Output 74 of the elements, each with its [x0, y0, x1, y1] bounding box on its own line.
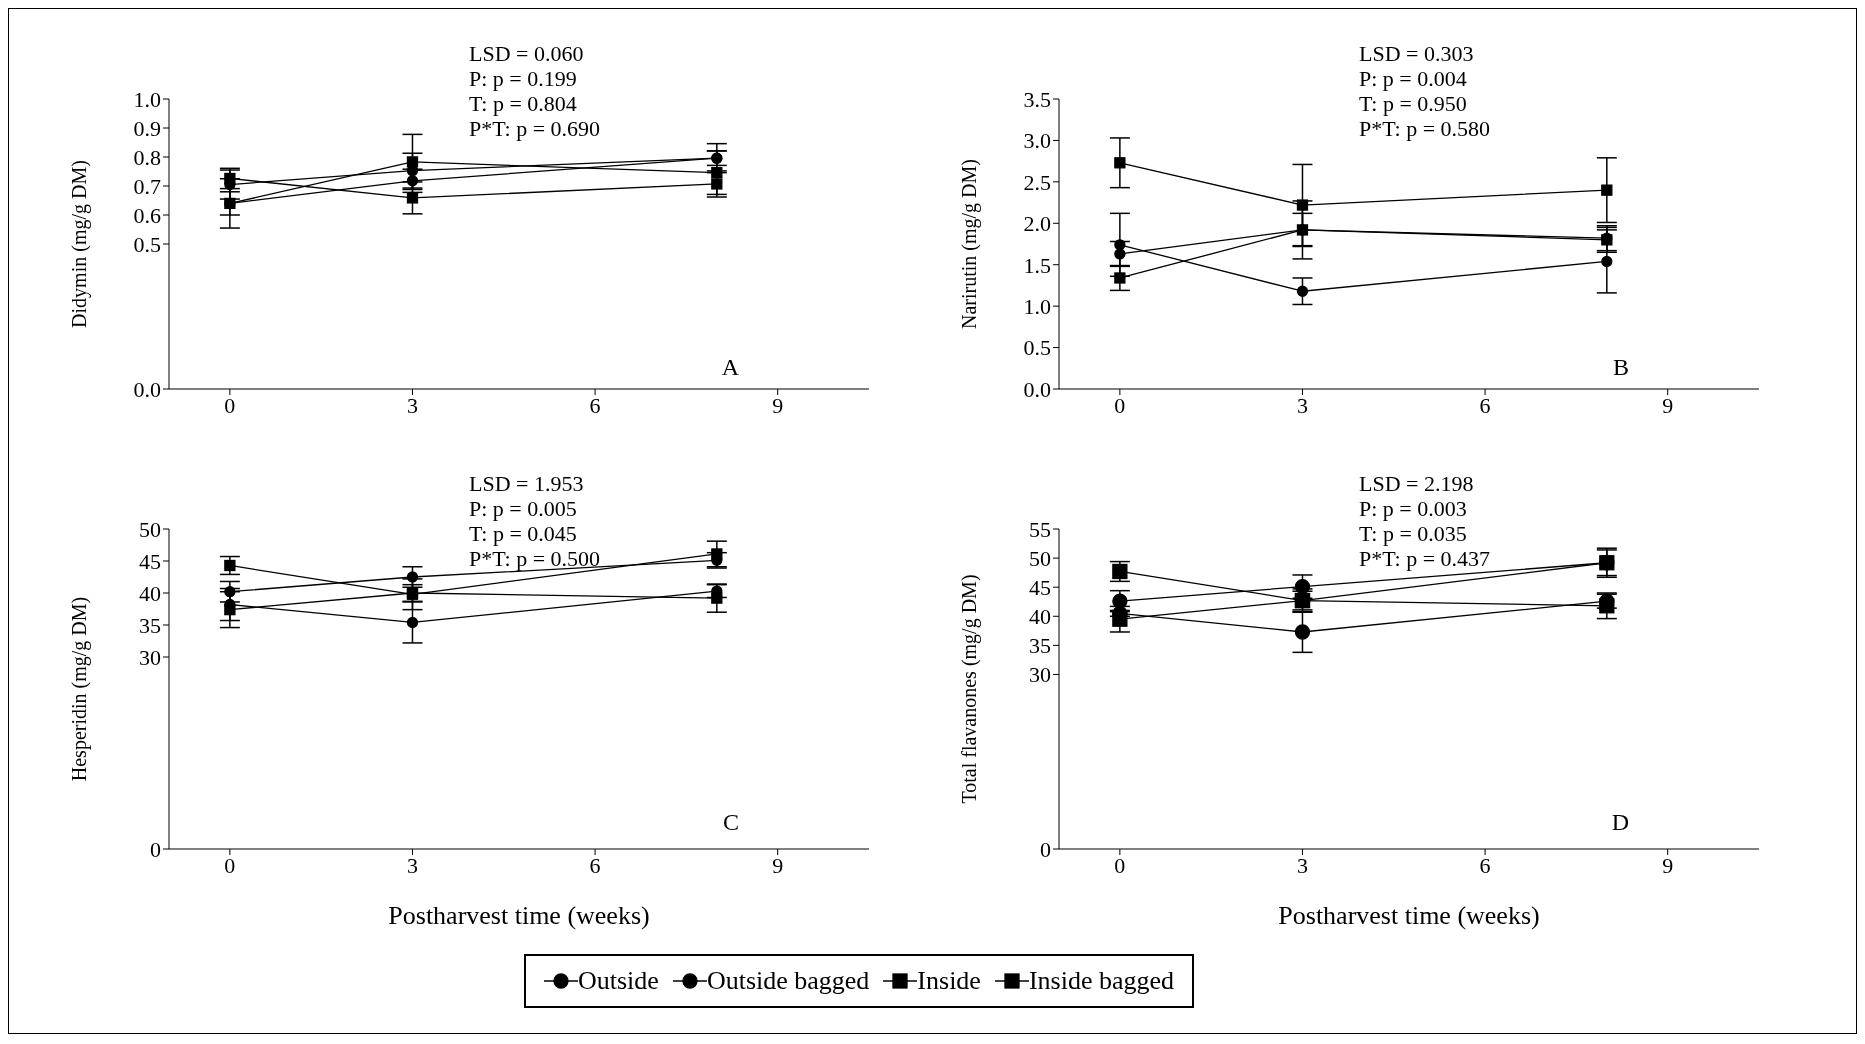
- y-tick-label: 0.5: [133, 231, 161, 257]
- annotation: A: [721, 354, 739, 381]
- y-tick-label: 0.6: [133, 202, 161, 228]
- x-axis-title: Postharvest time (weeks): [1278, 901, 1540, 930]
- annotation: P*T: p = 0.580: [1359, 116, 1491, 141]
- annotation: T: p = 0.035: [1359, 521, 1468, 546]
- text: P: p = 0.003: [1359, 496, 1468, 521]
- y-tick-label: 1.0: [1023, 293, 1051, 319]
- legend-label: Outside: [578, 966, 659, 996]
- text: P: p = 0.199: [469, 66, 578, 91]
- x-tick-label: 6: [589, 852, 601, 878]
- y-tick-label: 50: [1029, 545, 1051, 571]
- legend-label: Inside bagged: [1028, 966, 1175, 996]
- legend-label: Inside: [917, 966, 981, 996]
- y-tick-label: 2.0: [1023, 211, 1051, 237]
- y-tick-label: 0.7: [133, 173, 161, 199]
- text: P: p = 0.004: [1359, 66, 1468, 91]
- x-tick-label: 6: [589, 392, 601, 418]
- y-tick-label: 40: [139, 580, 161, 606]
- x-tick-label: 0: [224, 392, 236, 418]
- y-axis-title: Total flavanones (mg/g DM): [958, 574, 982, 804]
- y-tick-label: 0.0: [1023, 376, 1051, 402]
- y-axis-title: Narirutin (mg/g DM): [958, 159, 982, 329]
- annotation: T: p = 0.045: [469, 521, 578, 546]
- x-tick-label: 0: [1114, 852, 1126, 878]
- text: LSD = 0.303: [1359, 41, 1475, 66]
- y-tick-label: 30: [1029, 662, 1051, 688]
- y-tick-label: 3.5: [1023, 86, 1051, 112]
- y-tick-label: 2.5: [1023, 169, 1051, 195]
- y-axis-title: Hesperidin (mg/g DM): [68, 596, 92, 782]
- x-tick-label: 9: [772, 852, 784, 878]
- x-tick-label: 0: [224, 852, 236, 878]
- y-tick-label: 0.9: [133, 115, 161, 141]
- text: LSD = 0.060: [469, 41, 585, 66]
- y-axis-title: Didymin (mg/g DM): [68, 160, 92, 328]
- y-tick-label: 0.8: [133, 144, 161, 170]
- y-tick-label: 30: [139, 644, 161, 670]
- x-tick-label: 6: [1479, 392, 1491, 418]
- annotation: T: p = 0.804: [469, 91, 578, 116]
- annotation: P*T: p = 0.437: [1359, 546, 1491, 571]
- y-tick-label: 0: [150, 836, 161, 862]
- annotation: B: [1612, 354, 1629, 381]
- x-tick-label: 0: [1114, 392, 1126, 418]
- text: LSD = 2.198: [1359, 471, 1475, 496]
- y-tick-label: 55: [1029, 516, 1051, 542]
- text: P: p = 0.005: [469, 496, 578, 521]
- annotation: T: p = 0.950: [1359, 91, 1468, 116]
- annotation: P*T: p = 0.500: [469, 546, 601, 571]
- y-tick-label: 0: [1040, 836, 1051, 862]
- y-tick-label: 45: [1029, 574, 1051, 600]
- y-tick-label: 35: [139, 612, 161, 638]
- annotation: C: [722, 809, 739, 836]
- y-tick-label: 45: [139, 548, 161, 574]
- legend-label: Outside bagged: [706, 966, 870, 996]
- annotation: D: [1611, 809, 1629, 836]
- annotation: P*T: p = 0.690: [469, 116, 601, 141]
- y-tick-label: 0.5: [1023, 335, 1051, 361]
- x-tick-label: 3: [406, 852, 418, 878]
- y-tick-label: 40: [1029, 604, 1051, 630]
- x-tick-label: 3: [1296, 852, 1308, 878]
- text: LSD = 1.953: [469, 471, 585, 496]
- y-tick-label: 50: [139, 516, 161, 542]
- y-tick-label: 1.5: [1023, 252, 1051, 278]
- y-tick-label: 35: [1029, 633, 1051, 659]
- y-tick-label: 1.0: [133, 86, 161, 112]
- x-tick-label: 3: [406, 392, 418, 418]
- x-tick-label: 9: [772, 392, 784, 418]
- y-tick-label: 0.0: [133, 376, 161, 402]
- x-tick-label: 9: [1662, 392, 1674, 418]
- x-tick-label: 3: [1296, 392, 1308, 418]
- y-tick-label: 3.0: [1023, 128, 1051, 154]
- x-tick-label: 9: [1662, 852, 1674, 878]
- x-tick-label: 6: [1479, 852, 1491, 878]
- x-axis-title: Postharvest time (weeks): [388, 901, 650, 930]
